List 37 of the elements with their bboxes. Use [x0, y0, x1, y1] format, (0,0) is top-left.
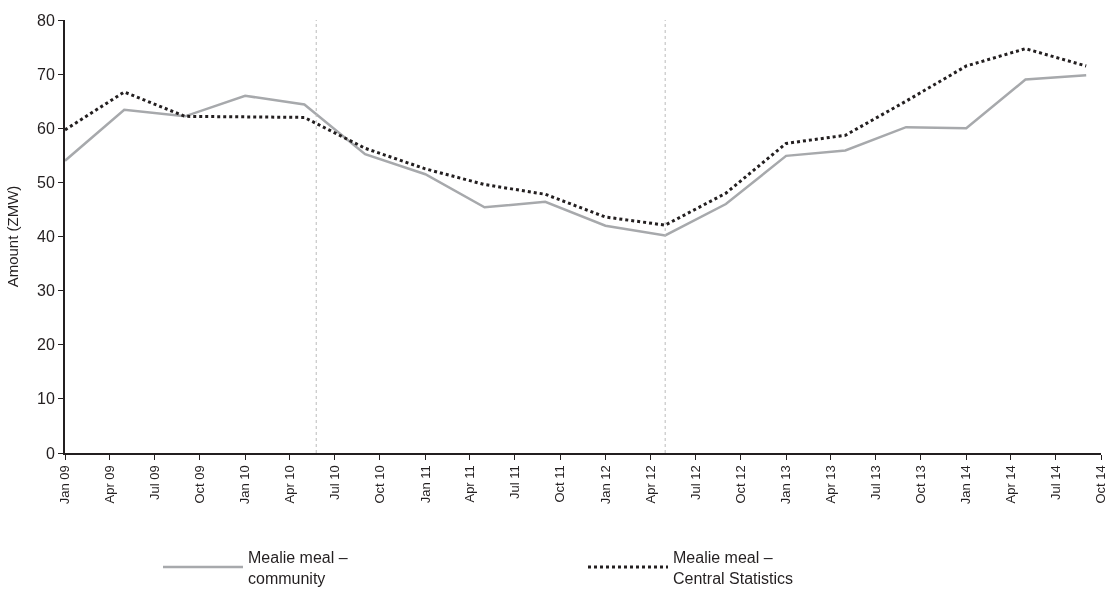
x-tick-label: Jul 10 — [326, 465, 342, 500]
x-tick-label: Jan 11 — [417, 465, 433, 504]
y-tick-label: 70 — [37, 65, 55, 83]
x-tick-label: Jan 10 — [237, 465, 253, 505]
x-tick-label: Jul 12 — [687, 465, 703, 500]
legend-label: Mealie meal – Central Statistics — [673, 548, 794, 587]
y-tick-label: 20 — [37, 336, 55, 354]
legend-label: Mealie meal – community — [248, 548, 348, 587]
x-tick-label: Apr 14 — [1002, 465, 1018, 504]
x-tick-label: Jan 12 — [597, 465, 613, 505]
x-tick-label: Jul 11 — [506, 465, 522, 499]
x-tick-label: Oct 12 — [732, 465, 748, 504]
y-tick-label: 10 — [37, 390, 55, 408]
y-tick-label: 50 — [37, 173, 55, 191]
x-tick-label: Jul 14 — [1047, 465, 1063, 500]
x-tick-label: Apr 09 — [101, 465, 117, 504]
x-tick-label: Oct 13 — [913, 465, 929, 504]
x-tick-label: Oct 10 — [372, 465, 388, 504]
y-tick-label: 30 — [37, 282, 55, 300]
y-tick-label: 80 — [37, 11, 55, 29]
x-tick-label: Oct 14 — [1093, 465, 1109, 504]
y-axis-title: Amount (ZMW) — [3, 185, 21, 288]
x-tick-label: Jan 14 — [958, 465, 974, 505]
x-tick-label: Apr 11 — [461, 465, 477, 503]
x-tick-label: Apr 12 — [642, 465, 658, 504]
x-tick-label: Apr 13 — [822, 465, 838, 504]
x-tick-label: Jan 13 — [778, 465, 794, 505]
x-tick-label: Oct 11 — [552, 465, 568, 503]
x-tick-label: Jan 09 — [57, 465, 73, 505]
y-tick-label: 0 — [45, 444, 55, 462]
x-tick-label: Oct 09 — [191, 465, 207, 504]
x-tick-label: Apr 10 — [281, 465, 297, 504]
x-tick-label: Jul 09 — [146, 465, 162, 500]
y-tick-label: 60 — [37, 119, 55, 137]
x-tick-label: Jul 13 — [867, 465, 883, 500]
line-series — [65, 73, 1088, 237]
y-tick-label: 40 — [37, 228, 55, 246]
